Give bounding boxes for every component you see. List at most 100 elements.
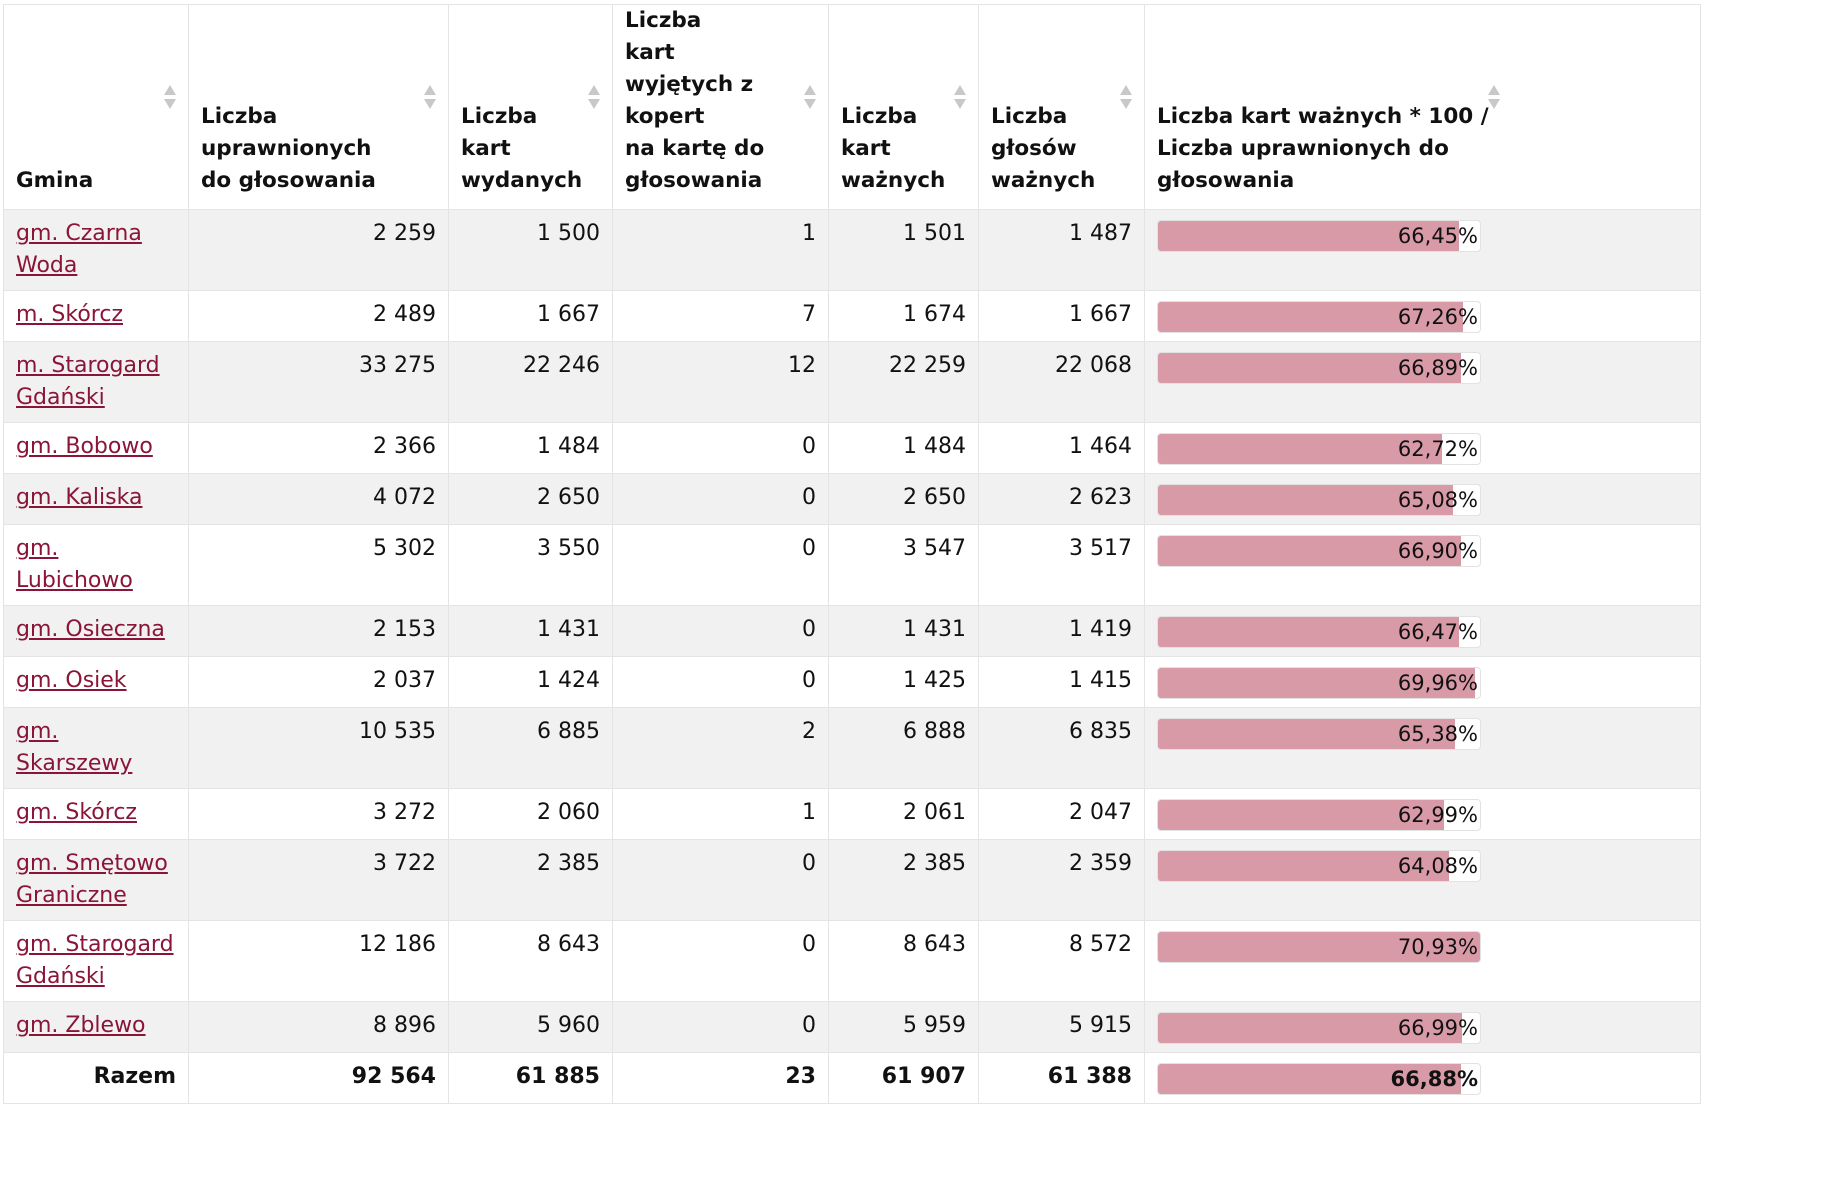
header-line: Liczba — [841, 104, 918, 129]
sort-icon[interactable] — [954, 85, 966, 115]
header-line: wydanych — [461, 168, 583, 193]
gmina-link-line[interactable]: gm. Bobowo — [16, 434, 153, 459]
gmina-link[interactable]: gm. Czarna Woda — [16, 221, 142, 278]
header-glosow[interactable]: Liczba głosów ważnych — [978, 4, 1145, 210]
gmina-link-line[interactable]: Gdański — [16, 385, 105, 410]
header-line: głosów — [991, 136, 1077, 161]
frekwencja-bar-fill — [1158, 851, 1449, 881]
cell-wydanych: 6 885 — [448, 707, 613, 789]
cell-uprawnionych: 2 366 — [188, 422, 449, 474]
header-line: Liczba kart ważnych * 100 / — [1157, 104, 1489, 129]
sort-icon[interactable] — [588, 85, 600, 115]
gmina-link[interactable]: m. Skórcz — [16, 302, 123, 327]
gmina-link-line[interactable]: m. Skórcz — [16, 302, 124, 327]
total-label: Razem — [3, 1052, 189, 1104]
cell-waznych: 1 674 — [828, 290, 979, 342]
frekwencja-cell: 70,93% — [1144, 920, 1701, 1002]
frekwencja-cell: 64,08% — [1144, 839, 1701, 921]
frekwencja-value: 64,08% — [1397, 854, 1478, 878]
header-line: do głosowania — [201, 168, 376, 193]
gmina-link[interactable]: m. Starogard Gdański — [16, 353, 160, 410]
header-wyjetych[interactable]: Liczba kart wyjętych z kopert na kartę d… — [612, 4, 829, 210]
cell-wyjetych: 12 — [612, 341, 829, 423]
header-line: kart — [461, 136, 511, 161]
cell-waznych: 2 650 — [828, 473, 979, 525]
header-frekwencja[interactable]: Liczba kart ważnych * 100 / Liczba upraw… — [1144, 4, 1701, 210]
gmina-link-line[interactable]: gm. Zblewo — [16, 1013, 146, 1038]
cell-wydanych: 1 484 — [448, 422, 613, 474]
sort-icon[interactable] — [164, 85, 176, 115]
gmina-link-line[interactable]: gm. Starogard — [16, 932, 174, 957]
gmina-link-line[interactable]: gm. Osiek — [16, 668, 127, 693]
sort-icon[interactable] — [804, 85, 816, 115]
gmina-link-line[interactable]: gm. Skarszewy — [16, 719, 133, 776]
gmina-link-line[interactable]: Graniczne — [16, 883, 127, 908]
cell-wydanych: 2 385 — [448, 839, 613, 921]
cell-glosow: 1 419 — [978, 605, 1145, 657]
gmina-link-line[interactable]: gm. Skórcz — [16, 800, 137, 825]
gmina-link-line[interactable]: m. Starogard — [16, 353, 160, 378]
total-waznych: 61 907 — [828, 1052, 979, 1104]
frekwencja-bar-fill — [1158, 932, 1480, 962]
table-row: gm. Osieczna 2 153 1 431 0 1 431 1 419 66,47% — [3, 605, 1701, 657]
header-waznych[interactable]: Liczba kart ważnych — [828, 4, 979, 210]
results-table: Gmina Liczba uprawnionych do głosowania … — [3, 4, 1701, 1104]
cell-wyjetych: 0 — [612, 839, 829, 921]
gmina-link-line[interactable]: gm. Smętowo — [16, 851, 168, 876]
header-line: kart wyjętych z — [625, 40, 754, 97]
gmina-cell: gm. Osieczna — [3, 605, 189, 657]
total-row: Razem 92 564 61 885 23 61 907 61 388 66,… — [3, 1052, 1701, 1104]
header-wydanych[interactable]: Liczba kart wydanych — [448, 4, 613, 210]
gmina-cell: gm. Starogard Gdański — [3, 920, 189, 1002]
cell-wyjetych: 0 — [612, 605, 829, 657]
frekwencja-bar-fill — [1158, 719, 1455, 749]
frekwencja-bar-fill — [1158, 536, 1462, 566]
frekwencja-bar: 66,47% — [1157, 616, 1481, 648]
total-wydanych: 61 885 — [448, 1052, 613, 1104]
frekwencja-cell: 67,26% — [1144, 290, 1701, 342]
gmina-link[interactable]: gm. Skarszewy — [16, 719, 132, 776]
gmina-link[interactable]: gm. Skórcz — [16, 800, 137, 825]
sort-icon[interactable] — [1488, 85, 1500, 115]
frekwencja-value: 69,96% — [1397, 671, 1478, 695]
sort-icon[interactable] — [424, 85, 436, 115]
gmina-link[interactable]: gm. Lubichowo — [16, 536, 133, 593]
cell-uprawnionych: 8 896 — [188, 1001, 449, 1053]
cell-wydanych: 1 667 — [448, 290, 613, 342]
frekwencja-cell: 66,89% — [1144, 341, 1701, 423]
header-line: ważnych — [991, 168, 1096, 193]
table-row: gm. Skórcz 3 272 2 060 1 2 061 2 047 62,99% — [3, 788, 1701, 840]
frekwencja-value: 66,89% — [1397, 356, 1478, 380]
header-line: ważnych — [841, 168, 946, 193]
cell-uprawnionych: 12 186 — [188, 920, 449, 1002]
gmina-link[interactable]: gm. Zblewo — [16, 1013, 146, 1038]
frekwencja-cell: 62,72% — [1144, 422, 1701, 474]
cell-wyjetych: 0 — [612, 656, 829, 708]
header-uprawnionych[interactable]: Liczba uprawnionych do głosowania — [188, 4, 449, 210]
sort-icon[interactable] — [1120, 85, 1132, 115]
gmina-link-line[interactable]: gm. Osieczna — [16, 617, 165, 642]
gmina-link[interactable]: gm. Kaliska — [16, 485, 142, 510]
table-row: gm. Osiek 2 037 1 424 0 1 425 1 415 69,96% — [3, 656, 1701, 708]
frekwencja-value: 65,08% — [1397, 488, 1478, 512]
gmina-link[interactable]: gm. Osiek — [16, 668, 127, 693]
gmina-link[interactable]: gm. Osieczna — [16, 617, 165, 642]
table-row: m. Starogard Gdański 33 275 22 246 12 22 259 2… — [3, 341, 1701, 423]
gmina-cell: gm. Czarna Woda — [3, 209, 189, 291]
gmina-link[interactable]: gm. Smętowo Graniczne — [16, 851, 168, 908]
cell-wydanych: 2 060 — [448, 788, 613, 840]
gmina-link[interactable]: gm. Starogard Gdański — [16, 932, 174, 989]
cell-uprawnionych: 2 259 — [188, 209, 449, 291]
gmina-link[interactable]: gm. Bobowo — [16, 434, 153, 459]
gmina-link-line[interactable]: gm. Lubichowo — [16, 536, 133, 593]
header-gmina[interactable]: Gmina — [3, 4, 189, 210]
gmina-link-line[interactable]: gm. Czarna Woda — [16, 221, 142, 278]
header-gmina-line: Gmina — [16, 168, 94, 193]
frekwencja-value: 66,90% — [1397, 539, 1478, 563]
gmina-cell: m. Starogard Gdański — [3, 341, 189, 423]
gmina-link-line[interactable]: Gdański — [16, 964, 105, 989]
gmina-link-line[interactable]: gm. Kaliska — [16, 485, 143, 510]
frekwencja-cell: 69,96% — [1144, 656, 1701, 708]
total-glosow: 61 388 — [978, 1052, 1145, 1104]
frekwencja-bar: 66,88% — [1157, 1063, 1481, 1095]
